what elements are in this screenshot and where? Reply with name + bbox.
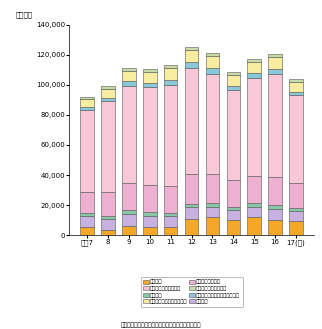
Bar — [122, 183, 136, 211]
Text: （出典）「情報通信による経済成長に関する調査」: （出典）「情報通信による経済成長に関する調査」 — [121, 323, 201, 328]
Bar — [80, 99, 94, 107]
Bar — [268, 74, 282, 177]
Bar — [164, 80, 177, 85]
Bar — [268, 54, 282, 57]
Bar — [227, 72, 240, 75]
Bar — [101, 98, 115, 101]
Bar — [289, 91, 303, 95]
Bar — [101, 89, 115, 98]
Bar — [122, 67, 136, 70]
Bar — [248, 176, 261, 203]
Bar — [143, 227, 156, 235]
Bar — [268, 177, 282, 205]
Bar — [227, 211, 240, 220]
Bar — [143, 185, 156, 212]
Bar — [185, 62, 198, 68]
Bar — [206, 217, 219, 235]
Bar — [122, 211, 136, 214]
Bar — [80, 110, 94, 192]
Text: （億円）: （億円） — [15, 12, 33, 18]
Bar — [206, 174, 219, 203]
Bar — [185, 68, 198, 174]
Bar — [80, 216, 94, 227]
Bar — [268, 209, 282, 220]
Bar — [185, 174, 198, 204]
Bar — [143, 83, 156, 87]
Bar — [206, 67, 219, 74]
Bar — [80, 214, 94, 216]
Bar — [122, 70, 136, 81]
Bar — [143, 212, 156, 216]
Bar — [80, 227, 94, 235]
Bar — [101, 216, 115, 219]
Bar — [143, 216, 156, 227]
Bar — [80, 107, 94, 110]
Bar — [164, 65, 177, 68]
Bar — [122, 214, 136, 226]
Bar — [164, 68, 177, 80]
Bar — [248, 217, 261, 235]
Bar — [227, 220, 240, 235]
Bar — [227, 75, 240, 86]
Bar — [248, 62, 261, 73]
Bar — [164, 186, 177, 213]
Bar — [268, 57, 282, 69]
Bar — [185, 207, 198, 219]
Bar — [185, 219, 198, 235]
Bar — [122, 86, 136, 183]
Bar — [289, 183, 303, 208]
Bar — [101, 191, 115, 216]
Bar — [248, 59, 261, 62]
Bar — [143, 72, 156, 83]
Bar — [164, 85, 177, 186]
Bar — [289, 208, 303, 211]
Bar — [185, 50, 198, 62]
Bar — [101, 219, 115, 230]
Bar — [122, 226, 136, 235]
Bar — [227, 207, 240, 211]
Bar — [289, 221, 303, 235]
Legend: 通信部門, 情報通信関連製造部門, 放送部門, 情報通信関連サービス部門, 情報サービス部門, 情報通信関連建設部門, 映像・音楽・文字情報制作部門, 研究部門: 通信部門, 情報通信関連製造部門, 放送部門, 情報通信関連サービス部門, 情報… — [141, 277, 242, 307]
Bar — [227, 180, 240, 207]
Bar — [289, 211, 303, 221]
Bar — [227, 90, 240, 180]
Bar — [101, 86, 115, 89]
Bar — [80, 97, 94, 99]
Bar — [206, 207, 219, 217]
Bar — [164, 213, 177, 216]
Bar — [248, 73, 261, 78]
Bar — [268, 220, 282, 235]
Bar — [185, 204, 198, 207]
Bar — [122, 81, 136, 86]
Bar — [289, 95, 303, 183]
Bar — [289, 79, 303, 82]
Bar — [185, 47, 198, 50]
Bar — [206, 203, 219, 207]
Bar — [143, 69, 156, 72]
Bar — [227, 86, 240, 90]
Bar — [268, 205, 282, 209]
Bar — [248, 78, 261, 176]
Bar — [101, 230, 115, 235]
Bar — [101, 101, 115, 191]
Bar — [289, 82, 303, 91]
Bar — [164, 227, 177, 235]
Bar — [206, 53, 219, 56]
Bar — [248, 207, 261, 217]
Bar — [206, 56, 219, 67]
Bar — [164, 216, 177, 227]
Bar — [206, 74, 219, 174]
Bar — [143, 87, 156, 185]
Bar — [80, 192, 94, 214]
Bar — [248, 203, 261, 207]
Bar — [268, 69, 282, 74]
